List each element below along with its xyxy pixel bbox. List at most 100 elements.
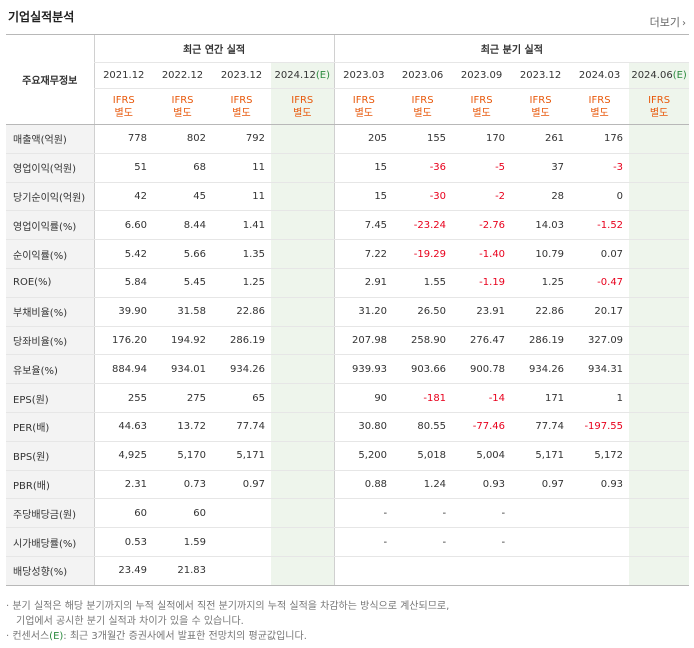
row-label: PBR(배) [6, 470, 94, 500]
ifrs-label: IFRS 별도 [452, 88, 512, 125]
table-cell [629, 239, 690, 269]
table-cell: 884.94 [93, 354, 153, 385]
table-cell: 15 [333, 153, 394, 183]
table-cell: 0.97 [212, 470, 271, 500]
table-cell: 276.47 [452, 326, 512, 356]
table-cell: 30.80 [333, 412, 394, 442]
period-label: 2022.12 [161, 70, 204, 81]
table-cell: 1.24 [393, 470, 453, 500]
table-row: 순이익률(%) 5.42 5.66 1.35 7.22 -19.29 -1.40 10.79 0… [6, 239, 690, 269]
ifrs-line2: 별도 [232, 107, 251, 119]
table-cell [629, 153, 690, 183]
table-cell: -36 [393, 153, 453, 183]
table-cell: 65 [212, 383, 271, 413]
ifrs-line1: IFRS [648, 94, 671, 106]
table-cell: -2 [452, 182, 512, 212]
table-cell: 1 [570, 383, 630, 413]
table-cell: 31.58 [153, 297, 212, 327]
row-label: EPS(원) [6, 383, 94, 413]
table-cell: 44.63 [93, 412, 153, 442]
table-cell: 21.83 [153, 556, 212, 586]
table-cell: 5.45 [153, 268, 212, 298]
ifrs-line1: IFRS [230, 94, 253, 106]
ifrs-label: IFRS 별도 [629, 88, 690, 125]
period-label: 2023.09 [460, 70, 503, 81]
table-row: 영업이익(억원) 51 68 11 15 -36 -5 37 -3 [6, 153, 690, 183]
table-row: 영업이익률(%) 6.60 8.44 1.41 7.45 -23.24 -2.76 14.03… [6, 210, 690, 241]
table-cell: 5,018 [393, 441, 453, 471]
table-cell: -1.19 [452, 268, 512, 298]
row-label: PER(배) [6, 412, 94, 442]
table-cell: 80.55 [393, 412, 453, 442]
table-cell [271, 153, 335, 183]
table-cell: 4,925 [93, 441, 153, 471]
table-cell [629, 182, 690, 212]
table-row: 당좌비율(%) 176.20 194.92 286.19 207.98 258.90 276… [6, 326, 690, 356]
table-cell: 60 [93, 498, 153, 529]
row-label: BPS(원) [6, 441, 94, 471]
table-cell [271, 441, 335, 471]
ifrs-line2: 별도 [413, 107, 432, 119]
table-cell [511, 556, 571, 586]
table-cell: - [393, 498, 453, 529]
section-title: 기업실적분석 [8, 10, 75, 24]
table-cell: 171 [511, 383, 571, 413]
table-cell: 8.44 [153, 210, 212, 241]
table-cell: 11 [212, 153, 271, 183]
row-label: ROE(%) [6, 268, 94, 298]
table-cell: 7.22 [333, 239, 394, 269]
table-cell: 7.45 [333, 210, 394, 241]
table-row: PER(배) 44.63 13.72 77.74 30.80 80.55 -77.46 77.… [6, 412, 690, 442]
table-cell: 5.84 [93, 268, 153, 298]
row-label: 유보율(%) [6, 354, 94, 385]
table-cell: 275 [153, 383, 212, 413]
ifrs-label: IFRS 별도 [93, 88, 153, 125]
table-row: 유보율(%) 884.94 934.01 934.26 939.93 903.66 900.… [6, 354, 690, 385]
footnote-1: · 분기 실적은 해당 분기까지의 누적 실적에서 직전 분기까지의 누적 실적… [6, 601, 450, 612]
table-cell: 176 [570, 124, 630, 154]
table-cell: -2.76 [452, 210, 512, 241]
period-label: 2021.12 [103, 70, 145, 81]
table-cell: 90 [333, 383, 394, 413]
table-cell [271, 527, 335, 557]
period-header: 2023.06 [393, 62, 453, 89]
row-label: 영업이익률(%) [6, 210, 94, 241]
row-label: 시가배당률(%) [6, 527, 94, 557]
footnotes: · 분기 실적은 해당 분기까지의 누적 실적에서 직전 분기까지의 누적 실적… [6, 599, 689, 644]
table-cell [629, 210, 690, 241]
row-label: 매출액(억원) [6, 124, 94, 154]
ifrs-line1: IFRS [411, 94, 434, 106]
table-cell: 37 [511, 153, 571, 183]
ifrs-line2: 별도 [531, 107, 550, 119]
period-header: 2022.12 [153, 62, 212, 89]
table-cell: 802 [153, 124, 212, 154]
table-cell [629, 412, 690, 442]
table-cell [570, 498, 630, 529]
table-cell: 194.92 [153, 326, 212, 356]
table-cell: 934.26 [511, 354, 571, 385]
table-cell: 0.93 [452, 470, 512, 500]
table-cell [629, 556, 690, 586]
table-cell [629, 354, 690, 385]
table-cell: 20.17 [570, 297, 630, 327]
row-label: 당기순이익(억원) [6, 182, 94, 212]
ifrs-line1: IFRS [352, 94, 375, 106]
table-cell: 1.25 [212, 268, 271, 298]
period-label: 2024.06 [631, 70, 673, 81]
more-link[interactable]: 더보기 › [650, 14, 686, 30]
table-cell: -23.24 [393, 210, 453, 241]
period-header: 2021.12 [93, 62, 153, 89]
row-label: 주당배당금(원) [6, 498, 94, 529]
table-cell: - [452, 498, 512, 529]
table-cell: 60 [153, 498, 212, 529]
table-cell: 26.50 [393, 297, 453, 327]
ifrs-label: IFRS 별도 [511, 88, 571, 125]
table-cell: -181 [393, 383, 453, 413]
table-cell [629, 268, 690, 298]
table-cell: - [452, 527, 512, 557]
period-label: 2023.12 [519, 70, 562, 81]
table-cell: 5,172 [570, 441, 630, 471]
table-cell: 903.66 [393, 354, 453, 385]
table-cell: 77.74 [212, 412, 271, 442]
table-cell: 68 [153, 153, 212, 183]
